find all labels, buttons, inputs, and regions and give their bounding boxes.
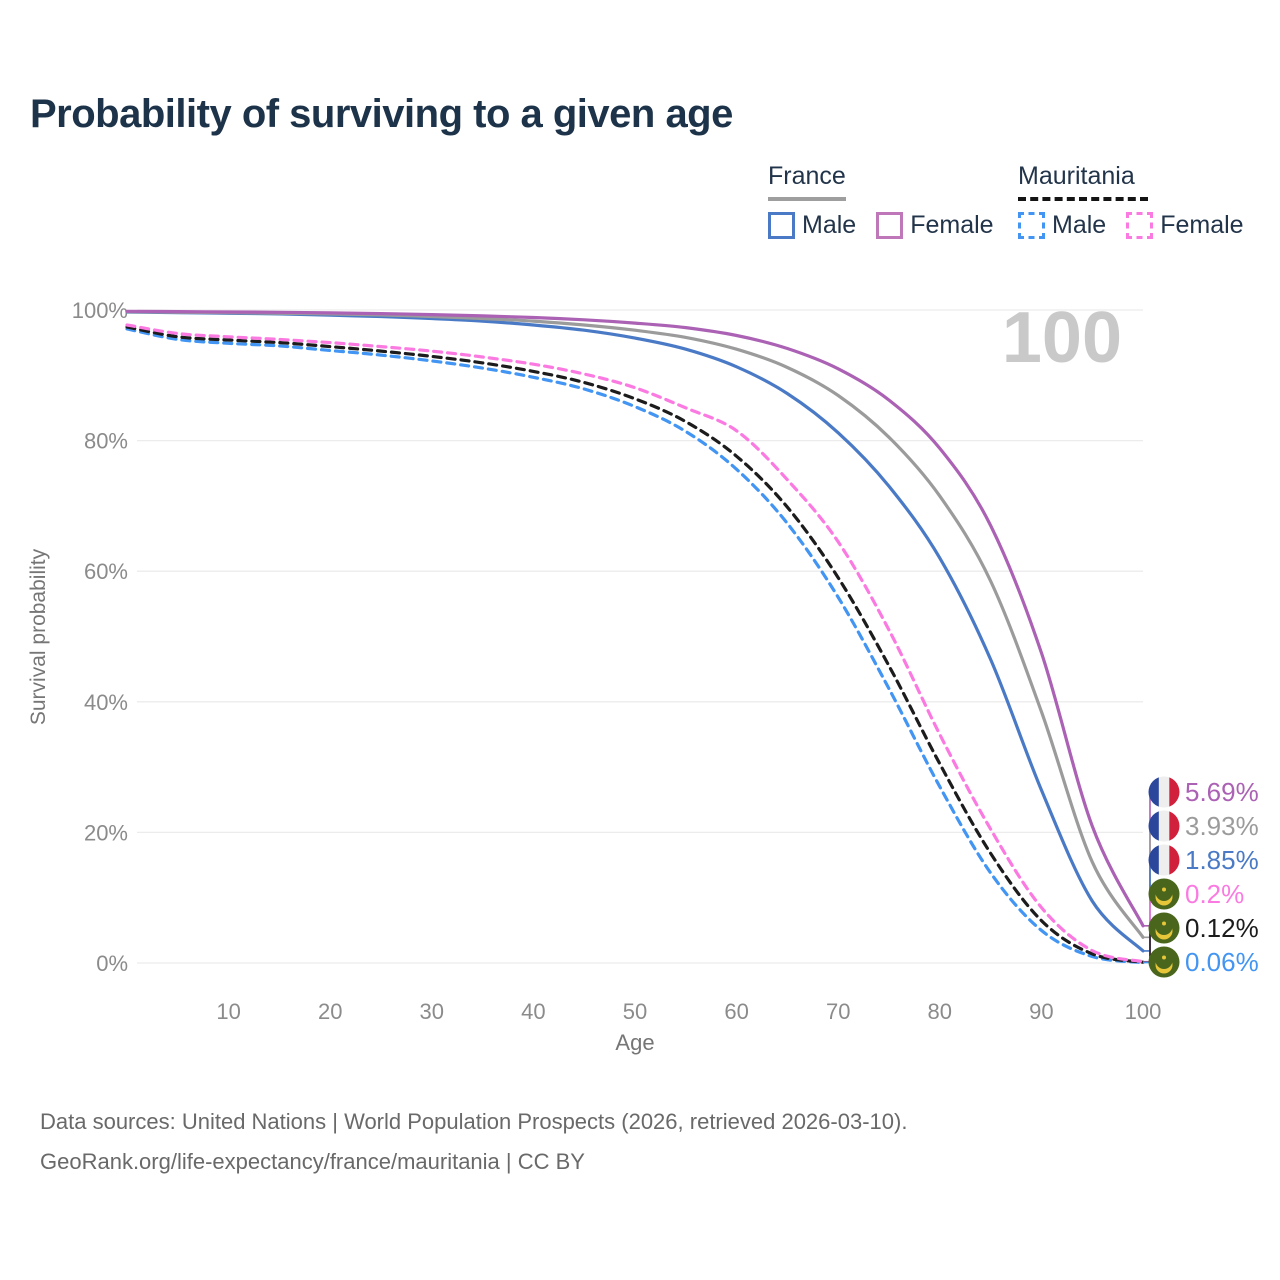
legend-header-france: France [768,162,846,190]
flag-icon-mauritania [1148,946,1180,978]
footer-data-sources: Data sources: United Nations | World Pop… [40,1109,908,1134]
legend-item-mauritania-male[interactable]: Male [1018,211,1106,240]
end-value-label-france-both-sexes: 3.93% [1185,811,1259,841]
y-tick-label-80: 80% [84,429,128,454]
x-axis-title: Age [615,1030,654,1055]
end-value-label-france-male: 1.85% [1185,845,1259,875]
legend-label-mauritania-female: Female [1160,211,1244,239]
flag-icon-mauritania [1148,912,1180,944]
page-title: Probability of surviving to a given age [30,92,733,136]
legend-swatch-france-female [876,212,904,239]
flag-icon-france [1148,776,1180,808]
legend-label-france-male: Male [802,211,857,239]
age-watermark: 100 [1002,298,1122,378]
y-tick-label-60: 60% [84,559,128,584]
legend-item-france-male[interactable]: Male [768,211,856,240]
x-tick-label-30: 30 [420,999,444,1024]
series-line-mauritania-male [125,327,1145,965]
series-line-mauritania-female [125,323,1145,964]
flag-icon-france [1148,844,1180,876]
x-tick-label-70: 70 [826,999,850,1024]
flag-icon-mauritania [1148,878,1180,910]
series-line-mauritania-both-sexes [125,325,1145,964]
legend-rule-mauritania-dashed-line [1018,197,1148,201]
end-value-label-france-female: 5.69% [1185,777,1259,807]
x-tick-label-40: 40 [521,999,545,1024]
y-axis-title: Survival probability [27,548,50,725]
legend-item-france-female[interactable]: Female [876,211,994,240]
series-line-france-female [125,309,1145,928]
x-tick-label-20: 20 [318,999,342,1024]
legend-header-mauritania: Mauritania [1018,162,1135,190]
flag-icon-france [1148,810,1180,842]
legend-group-france: France Male Female [768,162,1014,240]
legend-item-mauritania-female[interactable]: Female [1126,211,1244,240]
x-tick-label-60: 60 [724,999,748,1024]
legend-rule-france-solid-line [768,197,846,201]
y-tick-label-0: 0% [96,951,128,976]
x-tick-label-90: 90 [1029,999,1053,1024]
footer-attribution: GeoRank.org/life-expectancy/france/mauri… [40,1149,585,1174]
legend-swatch-mauritania-female [1126,212,1154,239]
x-tick-label-50: 50 [623,999,647,1024]
end-value-label-mauritania-male: 0.06% [1185,947,1259,977]
x-tick-label-80: 80 [928,999,952,1024]
y-tick-label-100: 100% [72,298,128,323]
legend-swatch-france-male [768,212,795,239]
x-tick-label-100: 100 [1125,999,1162,1024]
legend-group-mauritania: Mauritania Male Female [1018,162,1264,240]
y-tick-label-20: 20% [84,820,128,845]
footer: Data sources: United Nations | World Pop… [40,1102,907,1182]
x-tick-label-10: 10 [216,999,240,1024]
y-tick-label-40: 40% [84,690,128,715]
legend-label-mauritania-male: Male [1052,211,1107,239]
end-value-label-mauritania-both-sexes: 0.12% [1185,913,1259,943]
end-value-label-mauritania-female: 0.2% [1185,879,1244,909]
legend-swatch-mauritania-male [1018,212,1045,239]
series-line-france-both-sexes [125,310,1145,939]
legend-label-france-female: Female [910,211,994,239]
